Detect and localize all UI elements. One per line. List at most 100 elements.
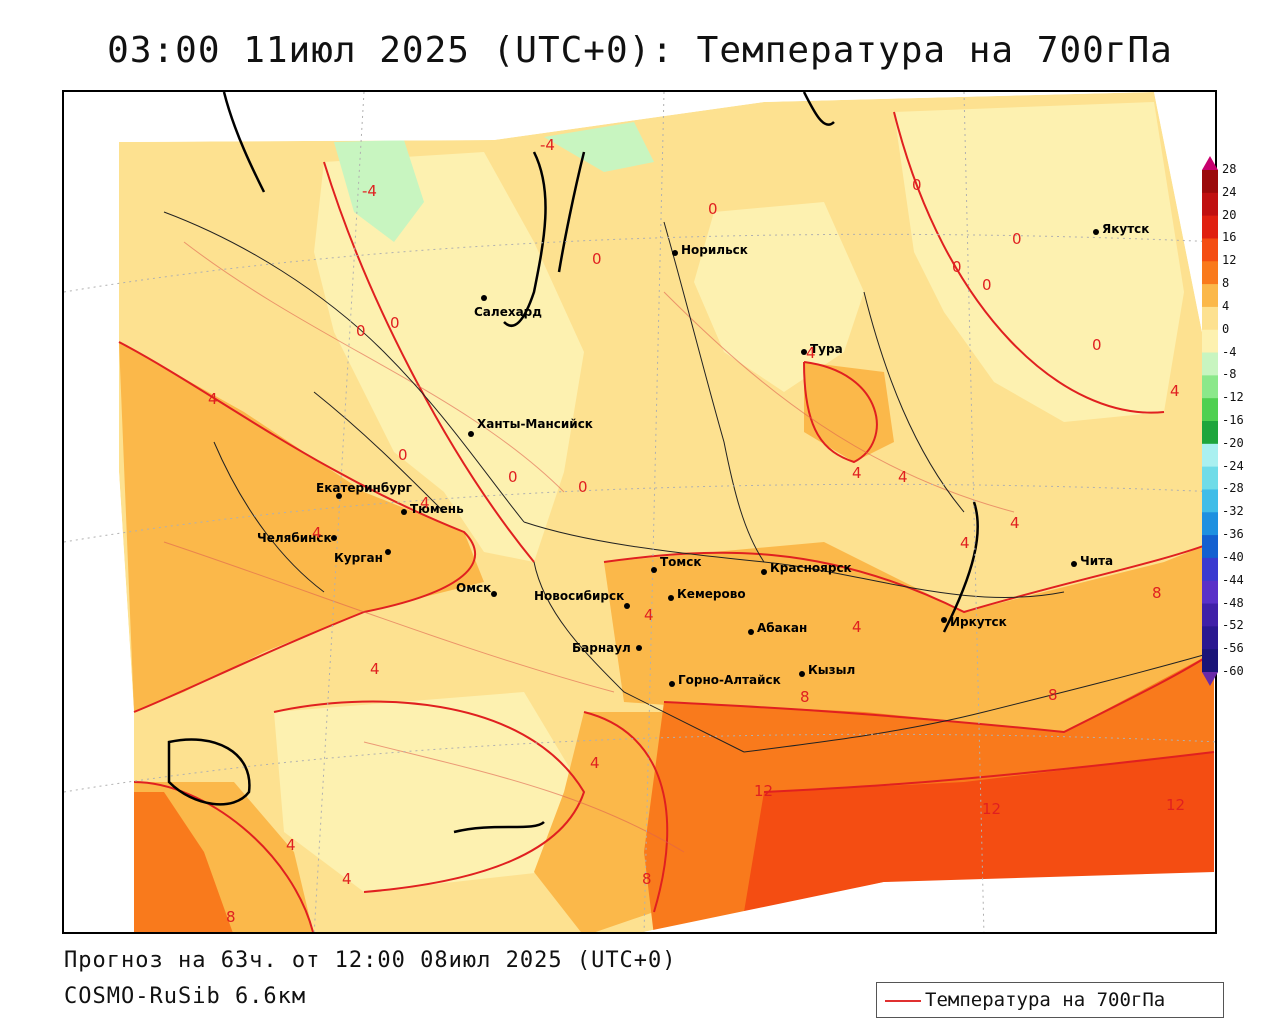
iso-label: 0 [1092,336,1102,354]
city-kemerovo: Кемерово [677,587,746,601]
colorbar-tick-label: 28 [1222,162,1237,176]
city-novosibirsk: Новосибирск [534,589,624,603]
zone-tminus4-b [544,122,654,172]
city-norilsk: Норильск [681,243,748,257]
temperature-map: Норильск Якутск Салехард Тура Ханты-Манс… [64,92,1215,932]
iso-label: 8 [800,688,810,706]
iso-label: 4 [852,464,862,482]
city-chita: Чита [1080,554,1113,568]
isotherms-minor [163,241,1015,853]
colorbar-tick-label: -16 [1222,413,1244,427]
city-tyumen: Тюмень [410,502,464,516]
iso-label: 8 [226,908,236,926]
colorbar-tick-label: -52 [1222,618,1244,633]
colorbar-swatch [1202,557,1218,582]
colorbar-tick-label: -24 [1222,458,1244,473]
city-abakan: Абакан [757,621,807,635]
colorbar-swatch [1202,626,1218,650]
colorbar [1200,156,1220,686]
zone-t0-north [314,152,584,562]
colorbar-tick-label: -40 [1222,549,1244,564]
legend-box: Температура на 700гПа [876,982,1224,1018]
city-gorno-altaysk: Горно-Алтайск [678,673,781,687]
legend-label: Температура на 700гПа [925,989,1166,1011]
iso-label: -4 [540,136,555,154]
city-markers: Норильск Якутск Салехард Тура Ханты-Манс… [257,222,1149,687]
iso-label: 12 [754,782,773,800]
outside-domain-right [1154,92,1215,885]
iso-label: 4 [312,524,322,542]
colorbar-tick-label: 12 [1222,253,1237,268]
iso-label: 8 [1152,584,1162,602]
colorbar-tick-label: 16 [1222,230,1237,245]
city-kurgan: Курган [334,551,383,565]
isotherms [118,111,1215,932]
iso-label: 4 [590,754,600,772]
iso-label: 8 [642,870,652,888]
colorbar-swatch [1202,489,1218,513]
iso-label: 12 [1166,796,1185,814]
colorbar-tick-label: -8 [1222,367,1237,382]
iso-label: 0 [708,200,718,218]
colorbar-tick-label: -28 [1222,481,1244,496]
colorbar-tick-label: -60 [1222,664,1244,678]
colorbar-swatch [1202,352,1218,376]
zone-t4-west [119,342,484,712]
colorbar-swatch [1202,329,1218,354]
colorbar-swatch [1202,306,1218,331]
zone-t0-south [274,692,584,892]
colorbar-tick-label: -44 [1222,572,1244,587]
iso-label: 4 [420,494,430,512]
colorbar-swatch [1202,284,1218,308]
colorbar-tick-label: 0 [1222,321,1230,336]
iso-label: 4 [1010,514,1020,532]
iso-label: 4 [370,660,380,678]
iso-label: 0 [390,314,400,332]
iso-label: 0 [912,176,922,194]
colorbar-tick-label: -56 [1222,641,1244,656]
zone-t12-south [744,752,1214,912]
zone-t4-southwest [534,712,684,932]
iso-label: 4 [960,534,970,552]
forecast-info: Прогноз на 63ч. от 12:00 08июл 2025 (UTC… [64,948,677,973]
city-ekaterinburg: Екатеринбург [316,481,412,495]
city-khanty-mansiysk: Ханты-Мансийск [477,417,593,431]
iso-label: 0 [578,478,588,496]
colorbar-swatch [1202,398,1218,422]
zone-t0-center [694,202,864,392]
iso-label: 0 [592,250,602,268]
model-name: COSMO-RuSib 6.6км [64,984,307,1009]
city-tomsk: Томск [660,555,702,569]
city-kyzyl: Кызыл [808,663,855,677]
colorbar-swatch [1202,580,1218,605]
zone-t4-center [804,362,894,462]
colorbar-swatches [1202,156,1218,686]
zone-tminus4 [334,140,424,242]
colorbar-swatch [1202,215,1218,239]
lat-lon-grid [64,92,1215,932]
iso-label: 4 [342,870,352,888]
colorbar-tick-label: -4 [1222,344,1237,359]
colorbar-tick-label: -48 [1222,595,1244,610]
colorbar-swatch [1202,443,1218,468]
iso-label: 12 [982,800,1001,818]
colorbar-swatch [1202,603,1218,627]
colorbar-tick-label: -32 [1222,504,1244,519]
iso-label: 4 [852,618,862,636]
iso-label: 0 [1012,230,1022,248]
city-salekhard: Салехард [474,305,542,319]
colorbar-min-arrow [1202,672,1218,686]
city-chelyabinsk: Челябинск [257,531,332,545]
map-title: 03:00 11июл 2025 (UTC+0): Температура на… [107,30,1173,71]
iso-label: 0 [952,258,962,276]
zone-t8-sw [134,792,233,932]
colorbar-swatch [1202,375,1218,399]
iso-label: 4 [898,468,908,486]
zone-t4-south [604,542,1214,732]
isotherm-labels: -4 -4 0 0 0 0 0 0 0 0 0 0 0 0 4 4 4 4 4 … [208,136,1185,926]
outside-domain-left [64,92,134,932]
colorbar-tick-label: 20 [1222,207,1237,222]
colorbar-swatch [1202,466,1218,490]
colorbar-swatch [1202,535,1218,559]
city-barnaul: Барнаул [572,641,631,655]
